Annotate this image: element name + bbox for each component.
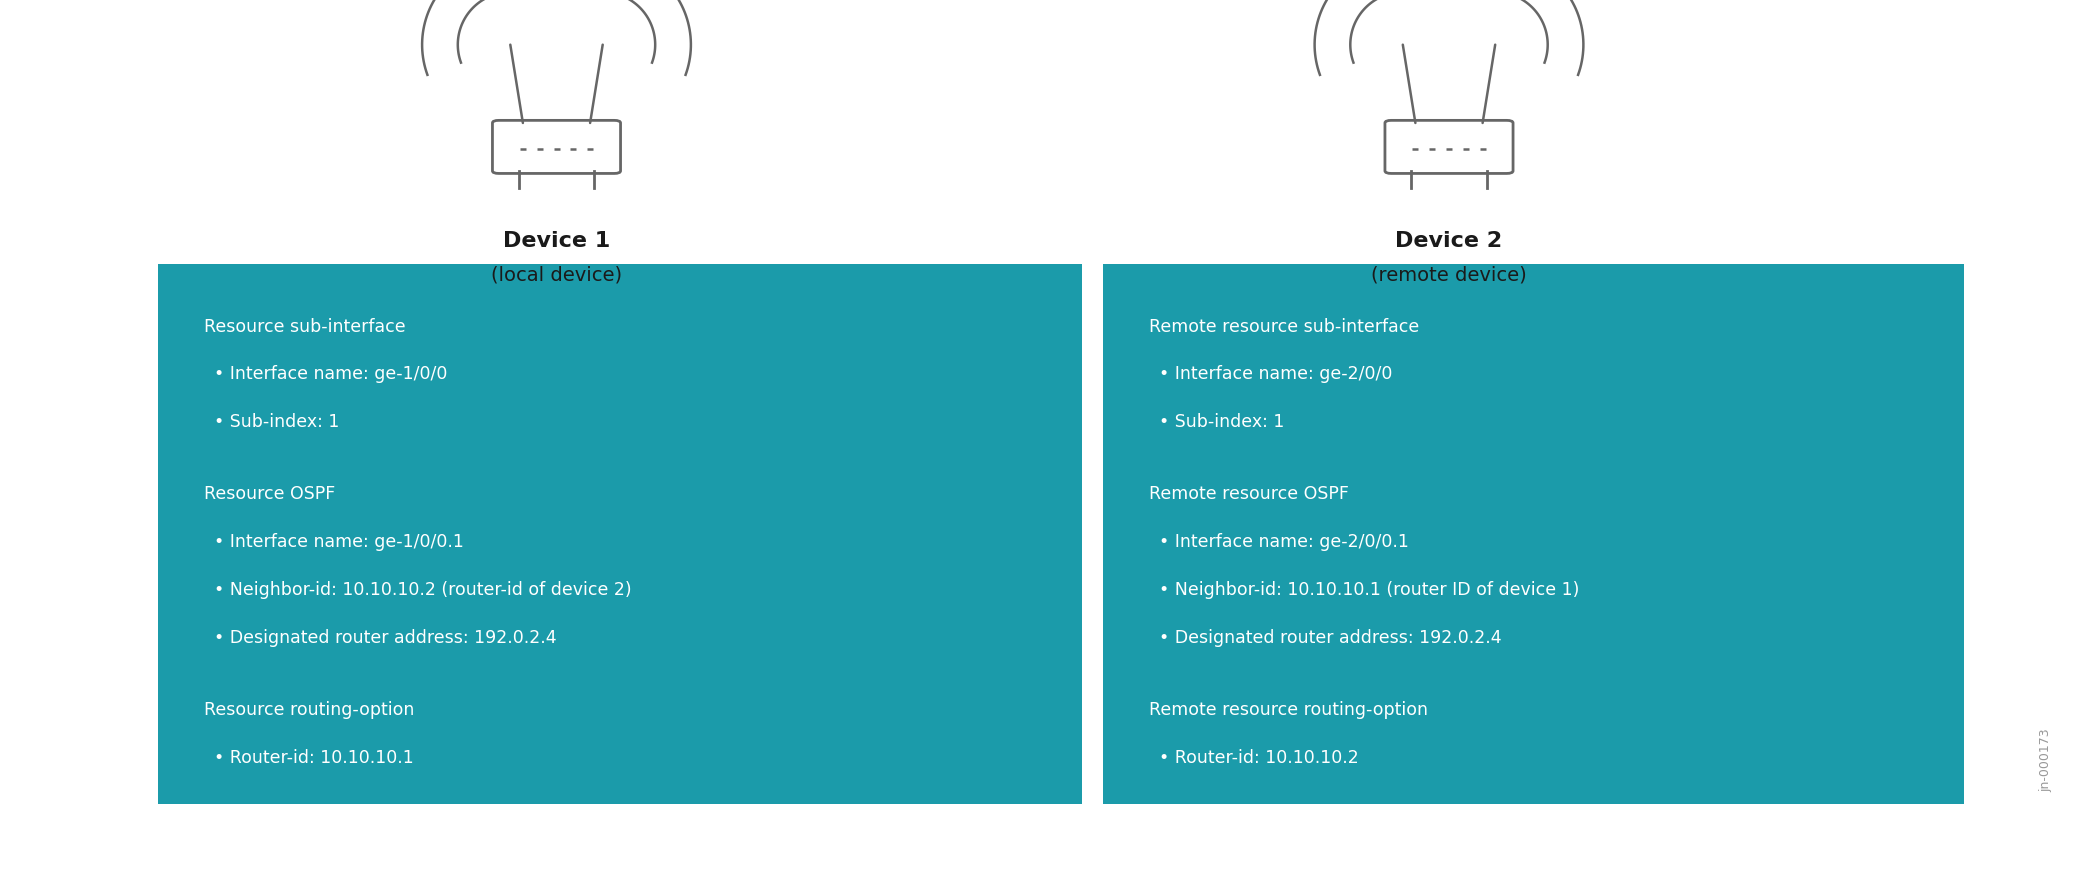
FancyBboxPatch shape [491,121,622,174]
Text: • Sub-index: 1: • Sub-index: 1 [214,413,340,431]
Text: • Interface name: ge-1/0/0.1: • Interface name: ge-1/0/0.1 [214,533,464,551]
Text: (remote device): (remote device) [1371,265,1527,284]
Text: • Designated router address: 192.0.2.4: • Designated router address: 192.0.2.4 [1159,628,1502,647]
Text: • Interface name: ge-2/0/0.1: • Interface name: ge-2/0/0.1 [1159,533,1409,551]
Text: Resource OSPF: Resource OSPF [204,485,336,503]
Text: • Neighbor-id: 10.10.10.2 (router-id of device 2): • Neighbor-id: 10.10.10.2 (router-id of … [214,580,632,599]
Text: • Interface name: ge-1/0/0: • Interface name: ge-1/0/0 [214,365,447,383]
Text: • Interface name: ge-2/0/0: • Interface name: ge-2/0/0 [1159,365,1392,383]
Text: • Router-id: 10.10.10.1: • Router-id: 10.10.10.1 [214,748,414,766]
FancyBboxPatch shape [1386,121,1512,174]
Text: • Designated router address: 192.0.2.4: • Designated router address: 192.0.2.4 [214,628,556,647]
Text: Remote resource sub-interface: Remote resource sub-interface [1149,317,1420,335]
Text: (local device): (local device) [491,265,622,284]
Bar [158,265,1082,804]
Text: jn-000173: jn-000173 [2039,727,2052,791]
Text: Resource sub-interface: Resource sub-interface [204,317,405,335]
Bar [1102,265,1964,804]
Text: • Router-id: 10.10.10.2: • Router-id: 10.10.10.2 [1159,748,1359,766]
Text: • Sub-index: 1: • Sub-index: 1 [1159,413,1285,431]
Text: Remote resource OSPF: Remote resource OSPF [1149,485,1348,503]
Text: Device 1: Device 1 [502,230,611,250]
Text: Device 2: Device 2 [1394,230,1504,250]
Text: • Neighbor-id: 10.10.10.1 (router ID of device 1): • Neighbor-id: 10.10.10.1 (router ID of … [1159,580,1579,599]
Text: Resource routing-option: Resource routing-option [204,700,414,719]
Text: Remote resource routing-option: Remote resource routing-option [1149,700,1428,719]
